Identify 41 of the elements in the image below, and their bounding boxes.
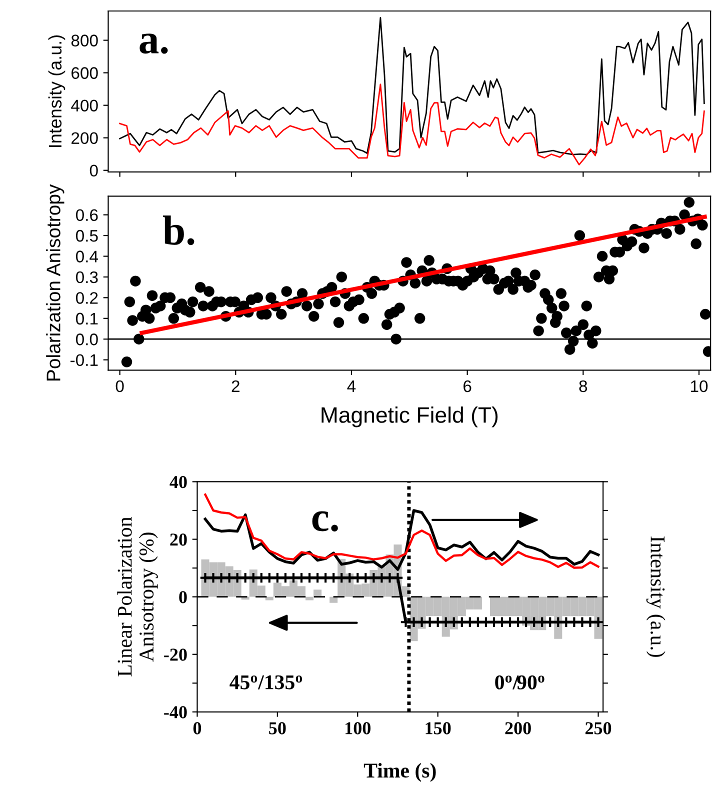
y-tick-label: -0.1 — [70, 354, 98, 366]
x-tick-label: 250 — [585, 722, 612, 734]
y-tick-label: 0.2 — [76, 292, 98, 304]
y-tick-label: 0.3 — [76, 271, 98, 284]
annotation: b. — [162, 216, 194, 246]
y2-axis-title: Intensity (a.u.) — [646, 536, 666, 657]
y-tick-label: 20 — [170, 534, 187, 546]
y-tick-label: -40 — [164, 706, 187, 718]
annotation: c. — [312, 511, 338, 532]
x-tick-label: 150 — [426, 722, 451, 734]
y-tick-label: 0.6 — [76, 209, 98, 222]
y-axis-title: Polarization Anisotropy — [46, 184, 64, 380]
x-tick-label: 8 — [579, 380, 588, 392]
x-tick-label: 6 — [464, 380, 472, 392]
y-tick-label: 200 — [72, 132, 98, 144]
x-tick-label: 200 — [505, 722, 531, 734]
x-tick-label: 100 — [346, 722, 370, 734]
y-tick-label: 0 — [179, 591, 187, 604]
y-tick-label: 400 — [71, 100, 98, 112]
x-tick-label: 0 — [193, 722, 202, 734]
y-tick-label: 0.5 — [76, 230, 98, 242]
x-tick-label: 4 — [347, 380, 356, 392]
x-tick-label: 0 — [116, 380, 124, 392]
x-tick-label: 50 — [269, 722, 286, 734]
annotation: 0$^{o}$/90$^{o}$ — [495, 675, 544, 690]
y-axis-title: Intensity (a.u.) — [48, 35, 66, 148]
y-tick-label: -20 — [164, 648, 187, 661]
y-tick-label: 800 — [71, 34, 98, 46]
y-tick-label: 40 — [170, 476, 187, 488]
x-axis-title: Magnetic Field (T) — [322, 406, 498, 428]
y-axis-title: Linear Polarization Anisotropy (%) — [117, 517, 158, 676]
annotation: 45$^{o}$/135$^{o}$ — [230, 675, 302, 690]
y-tick-label: 600 — [72, 67, 98, 79]
x-tick-label: 2 — [232, 380, 240, 392]
y-tick-label: 0.0 — [76, 334, 98, 346]
annotation: a. — [140, 34, 168, 54]
y-tick-label: 0.1 — [76, 312, 98, 325]
x-axis-title: Time (s) — [364, 762, 436, 782]
x-tick-label: 10 — [690, 380, 708, 392]
y-tick-label: 0 — [90, 164, 98, 177]
y-tick-label: 0.4 — [76, 250, 98, 262]
